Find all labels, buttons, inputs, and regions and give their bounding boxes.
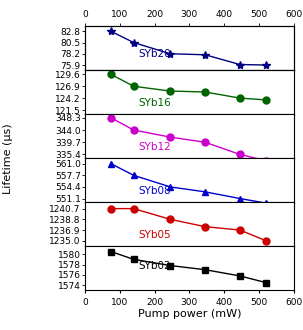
Text: SYb02: SYb02	[139, 261, 171, 271]
Text: SYb16: SYb16	[139, 98, 171, 108]
Text: Lifetime (μs): Lifetime (μs)	[3, 123, 13, 194]
Text: SYb20: SYb20	[139, 49, 171, 59]
Text: SYb08: SYb08	[139, 186, 171, 196]
Text: Pump power (mW): Pump power (mW)	[138, 309, 241, 319]
Text: SYb12: SYb12	[139, 143, 171, 152]
Text: SYb05: SYb05	[139, 230, 171, 240]
